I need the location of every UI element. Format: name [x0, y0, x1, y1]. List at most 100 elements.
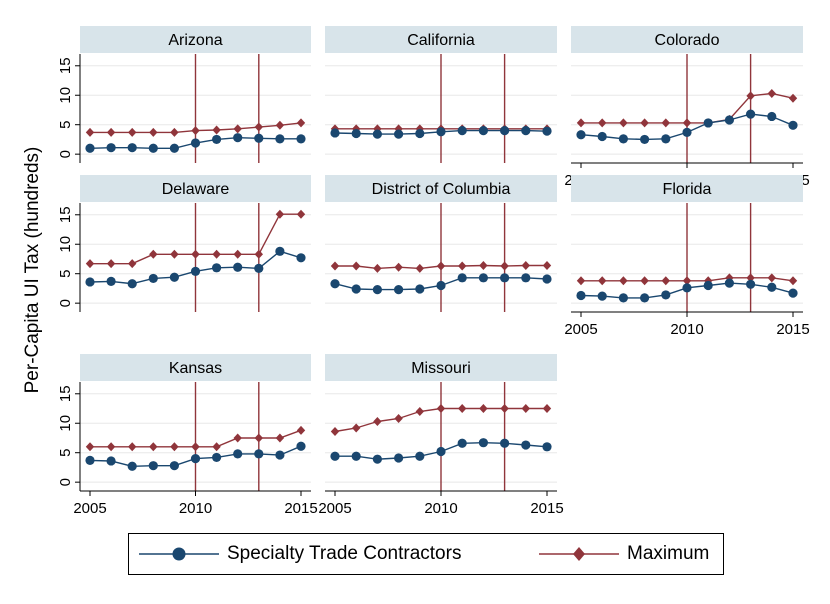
point-specialty: [275, 450, 285, 460]
point-specialty: [296, 134, 306, 144]
x-tick-label: 2005: [564, 321, 597, 338]
point-specialty: [478, 438, 488, 448]
point-maximum: [373, 416, 382, 426]
point-specialty: [254, 449, 264, 459]
point-maximum: [598, 276, 607, 286]
point-maximum: [275, 433, 285, 443]
point-specialty: [169, 143, 179, 153]
point-maximum: [576, 276, 586, 286]
y-tick-label: 0: [57, 478, 74, 486]
point-specialty: [372, 454, 382, 464]
point-maximum: [661, 276, 670, 286]
legend-label-specialty: Specialty Trade Contractors: [227, 543, 462, 564]
panel-missouri: Missouri 2005 2010 2015: [318, 354, 564, 517]
point-specialty: [415, 284, 425, 294]
point-specialty: [233, 133, 243, 143]
point-specialty: [521, 125, 531, 136]
point-specialty: [415, 451, 425, 461]
point-specialty: [127, 279, 137, 289]
point-maximum: [296, 425, 306, 435]
point-maximum: [415, 263, 424, 273]
point-maximum: [619, 276, 628, 286]
point-maximum: [598, 118, 607, 128]
point-maximum: [542, 404, 552, 414]
point-specialty: [618, 293, 629, 303]
point-specialty: [127, 461, 137, 471]
panel-title: Arizona: [168, 32, 222, 49]
x-tick-label: 2005: [73, 500, 106, 517]
point-specialty: [372, 285, 382, 295]
point-specialty: [521, 273, 531, 283]
point-specialty: [724, 278, 735, 288]
x-tick-label: 2015: [776, 321, 809, 338]
point-specialty: [330, 128, 340, 138]
panel-title-strip: [571, 26, 803, 53]
point-maximum: [296, 118, 306, 128]
point-specialty: [576, 130, 586, 140]
y-tick-label: 15: [57, 57, 74, 74]
point-specialty: [85, 277, 95, 287]
point-maximum: [106, 127, 116, 137]
point-specialty: [394, 285, 404, 295]
panel-title: Delaware: [162, 181, 230, 198]
panel-district-of-columbia: District of Columbia: [325, 175, 557, 312]
point-specialty: [330, 279, 340, 289]
x-tick-label: 2015: [284, 500, 317, 517]
point-specialty: [542, 274, 552, 284]
panel-title-strip: [325, 26, 557, 53]
point-specialty: [724, 115, 735, 125]
point-specialty: [682, 283, 692, 293]
point-maximum: [542, 260, 552, 270]
point-specialty: [597, 291, 607, 301]
point-maximum: [128, 127, 137, 137]
point-specialty: [148, 143, 158, 153]
point-maximum: [233, 124, 242, 134]
legend-swatch-specialty: [139, 547, 219, 561]
point-maximum: [149, 127, 158, 137]
point-maximum: [233, 433, 242, 443]
point-specialty: [767, 111, 777, 122]
point-maximum: [479, 404, 488, 414]
point-maximum: [576, 118, 586, 128]
point-specialty: [457, 438, 467, 448]
point-specialty: [436, 280, 446, 291]
point-maximum: [500, 404, 509, 414]
x-tick-label: 2005: [318, 500, 351, 517]
panel-title-strip: [571, 175, 803, 202]
panel-delaware: Delaware 0 5 10 15: [57, 175, 311, 312]
point-specialty: [597, 131, 607, 142]
point-maximum: [149, 249, 158, 259]
point-maximum: [394, 414, 403, 424]
point-maximum: [128, 442, 137, 452]
point-maximum: [330, 426, 340, 436]
point-maximum: [330, 261, 340, 271]
point-maximum: [640, 276, 649, 286]
point-specialty: [275, 246, 285, 256]
point-specialty: [436, 127, 446, 137]
point-specialty: [542, 442, 552, 452]
point-specialty: [682, 127, 692, 137]
y-tick-label: 5: [57, 121, 74, 129]
point-specialty: [233, 262, 243, 272]
point-maximum: [394, 262, 403, 272]
point-maximum: [458, 261, 467, 271]
x-tick-label: 2010: [179, 500, 212, 517]
point-maximum: [275, 120, 285, 130]
point-specialty: [394, 129, 404, 139]
y-tick-label: 15: [57, 206, 74, 223]
x-tick-label: 2010: [424, 500, 457, 517]
point-specialty: [351, 128, 361, 139]
point-maximum: [191, 442, 200, 452]
point-specialty: [190, 138, 201, 148]
y-tick-label: 5: [57, 270, 74, 278]
point-maximum: [682, 118, 692, 128]
y-tick-label: 10: [57, 236, 74, 253]
point-specialty: [190, 266, 201, 276]
panel-colorado: Colorado200520102015: [564, 26, 810, 189]
point-specialty: [106, 456, 116, 466]
point-maximum: [191, 249, 200, 259]
point-specialty: [85, 143, 95, 153]
point-maximum: [661, 118, 670, 128]
point-maximum: [788, 276, 798, 286]
panel-california: California: [325, 26, 557, 163]
